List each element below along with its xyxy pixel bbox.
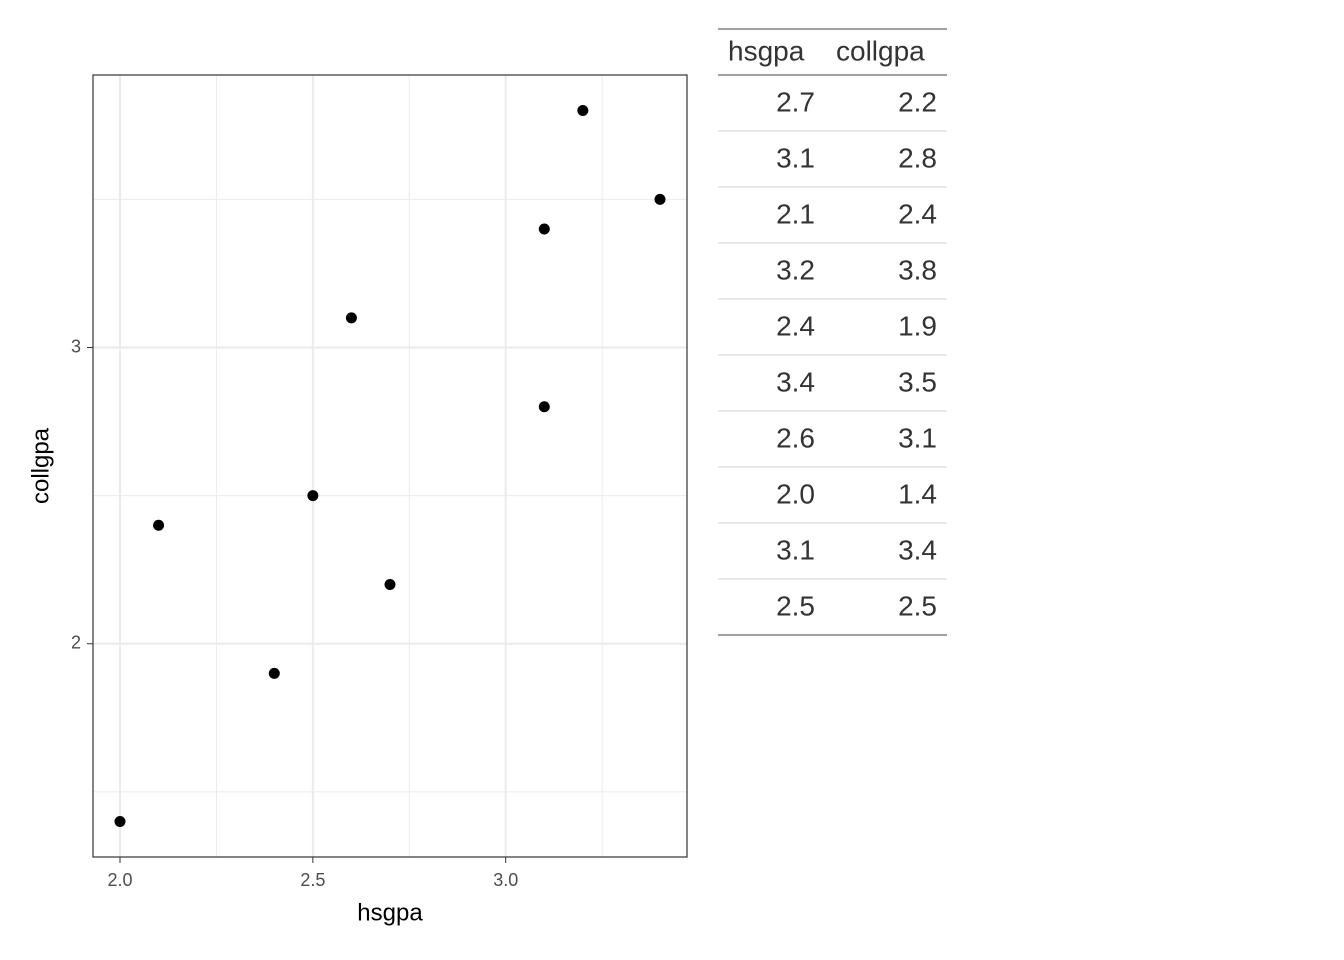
table-cell: 3.5 [898,366,937,397]
table-cell: 3.1 [898,422,937,453]
point [538,223,550,235]
table-cell: 3.1 [776,142,815,173]
y-axis-title: collgpa [27,427,54,504]
table-cell: 2.6 [776,422,815,453]
table-cell: 3.4 [776,366,815,397]
point [577,105,589,117]
x-tick-label: 2.0 [107,870,132,890]
table-cell: 2.5 [898,590,937,621]
table-cell: 2.7 [776,86,815,117]
table-cell: 2.4 [776,310,815,341]
table-cell: 2.2 [898,86,937,117]
table-cell: 2.4 [898,198,937,229]
table-cell: 1.4 [898,478,937,509]
x-axis-title: hsgpa [357,899,423,926]
x-tick-label: 2.5 [300,870,325,890]
table-header: collgpa [836,35,925,66]
point [654,193,666,205]
table-cell: 2.8 [898,142,937,173]
table-cell: 2.0 [776,478,815,509]
point [345,312,357,324]
point [538,401,550,413]
point [268,667,280,679]
table-cell: 3.2 [776,254,815,285]
panel-border [92,74,688,858]
table-cell: 1.9 [898,310,937,341]
y-tick-label: 3 [71,336,81,356]
x-tick-label: 3.0 [493,870,518,890]
point [153,519,165,531]
table-cell: 3.8 [898,254,937,285]
table-cell: 2.1 [776,198,815,229]
table-cell: 2.5 [776,590,815,621]
table-header: hsgpa [728,35,805,66]
y-tick-label: 2 [71,632,81,652]
table-cell: 3.1 [776,534,815,565]
table-cell: 3.4 [898,534,937,565]
point [114,815,126,827]
point [307,490,319,502]
point [384,578,396,590]
